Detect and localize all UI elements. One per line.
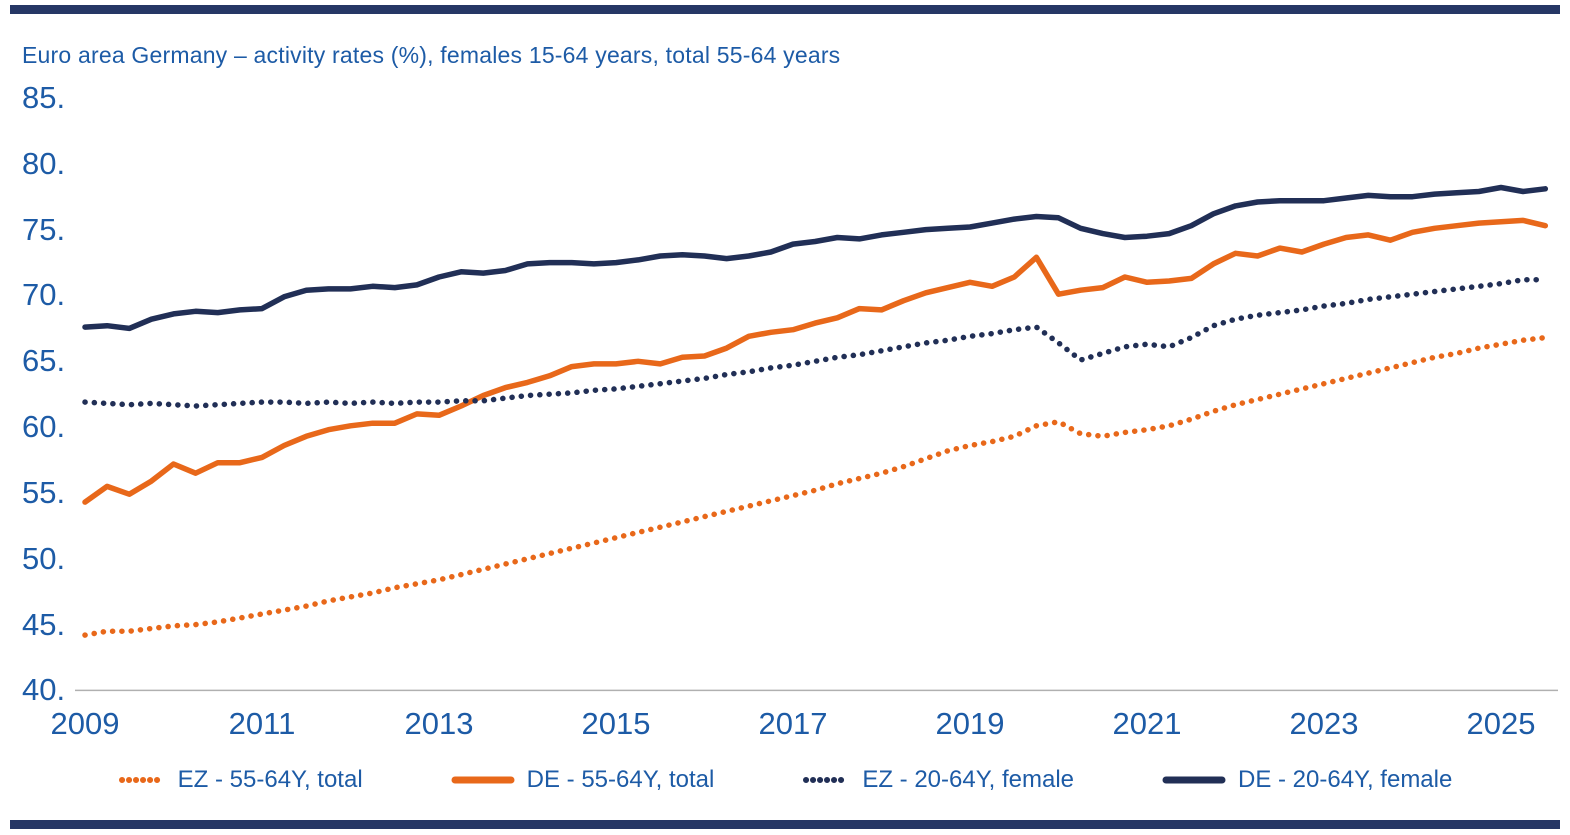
y-axis-label: 55. bbox=[22, 474, 66, 510]
x-axis-label: 2021 bbox=[1112, 706, 1182, 741]
y-axis-label: 85. bbox=[22, 80, 66, 115]
legend-item-ez-20-64y-female: EZ - 20-64Y, female bbox=[802, 766, 1074, 794]
series-line-ez-55-64y-total bbox=[82, 334, 1549, 638]
x-axis-label: 2015 bbox=[581, 706, 651, 741]
dotted-line-swatch-icon bbox=[803, 777, 850, 783]
y-axis-label: 80. bbox=[22, 145, 66, 181]
y-axis-label: 75. bbox=[22, 211, 66, 247]
x-axis-label: 2009 bbox=[50, 706, 120, 741]
legend-label: DE - 20-64Y, female bbox=[1238, 766, 1453, 793]
chart-legend: EZ - 55-64Y, total DE - 55-64Y, total EZ… bbox=[0, 766, 1570, 794]
dotted-line-swatch-icon bbox=[118, 777, 165, 783]
x-axis-label: 2019 bbox=[935, 706, 1005, 741]
legend-item-de-55-64y-total: DE - 55-64Y, total bbox=[451, 766, 715, 794]
legend-label: EZ - 20-64Y, female bbox=[862, 766, 1074, 793]
y-axis-label: 40. bbox=[22, 672, 66, 708]
y-axis-label: 50. bbox=[22, 540, 66, 576]
y-axis-label: 65. bbox=[22, 343, 66, 379]
bottom-border-bar bbox=[10, 820, 1560, 829]
x-axis-label: 2023 bbox=[1289, 706, 1359, 741]
legend-item-de-20-64y-female: DE - 20-64Y, female bbox=[1162, 766, 1452, 794]
legend-item-ez-55-64y-total: EZ - 55-64Y, total bbox=[118, 766, 363, 794]
x-axis-label: 2025 bbox=[1466, 706, 1536, 741]
y-axis-label: 70. bbox=[22, 277, 66, 313]
legend-label: DE - 55-64Y, total bbox=[526, 766, 715, 793]
series-line-ez-20-64y-female bbox=[82, 276, 1549, 409]
chart-title: Euro area Germany – activity rates (%), … bbox=[22, 42, 841, 68]
top-border-bar bbox=[10, 5, 1560, 14]
solid-line-swatch-icon bbox=[1162, 776, 1226, 784]
x-axis-label: 2017 bbox=[758, 706, 828, 741]
legend-label: EZ - 55-64Y, total bbox=[177, 766, 363, 793]
solid-line-swatch-icon bbox=[451, 776, 515, 784]
x-axis-label: 2011 bbox=[228, 706, 296, 741]
x-axis-label: 2013 bbox=[404, 706, 474, 741]
y-axis-label: 45. bbox=[22, 606, 66, 642]
y-axis-label: 60. bbox=[22, 409, 66, 445]
series-line-de-55-64y-total bbox=[82, 217, 1549, 505]
series-line-de-20-64y-female bbox=[82, 184, 1549, 332]
